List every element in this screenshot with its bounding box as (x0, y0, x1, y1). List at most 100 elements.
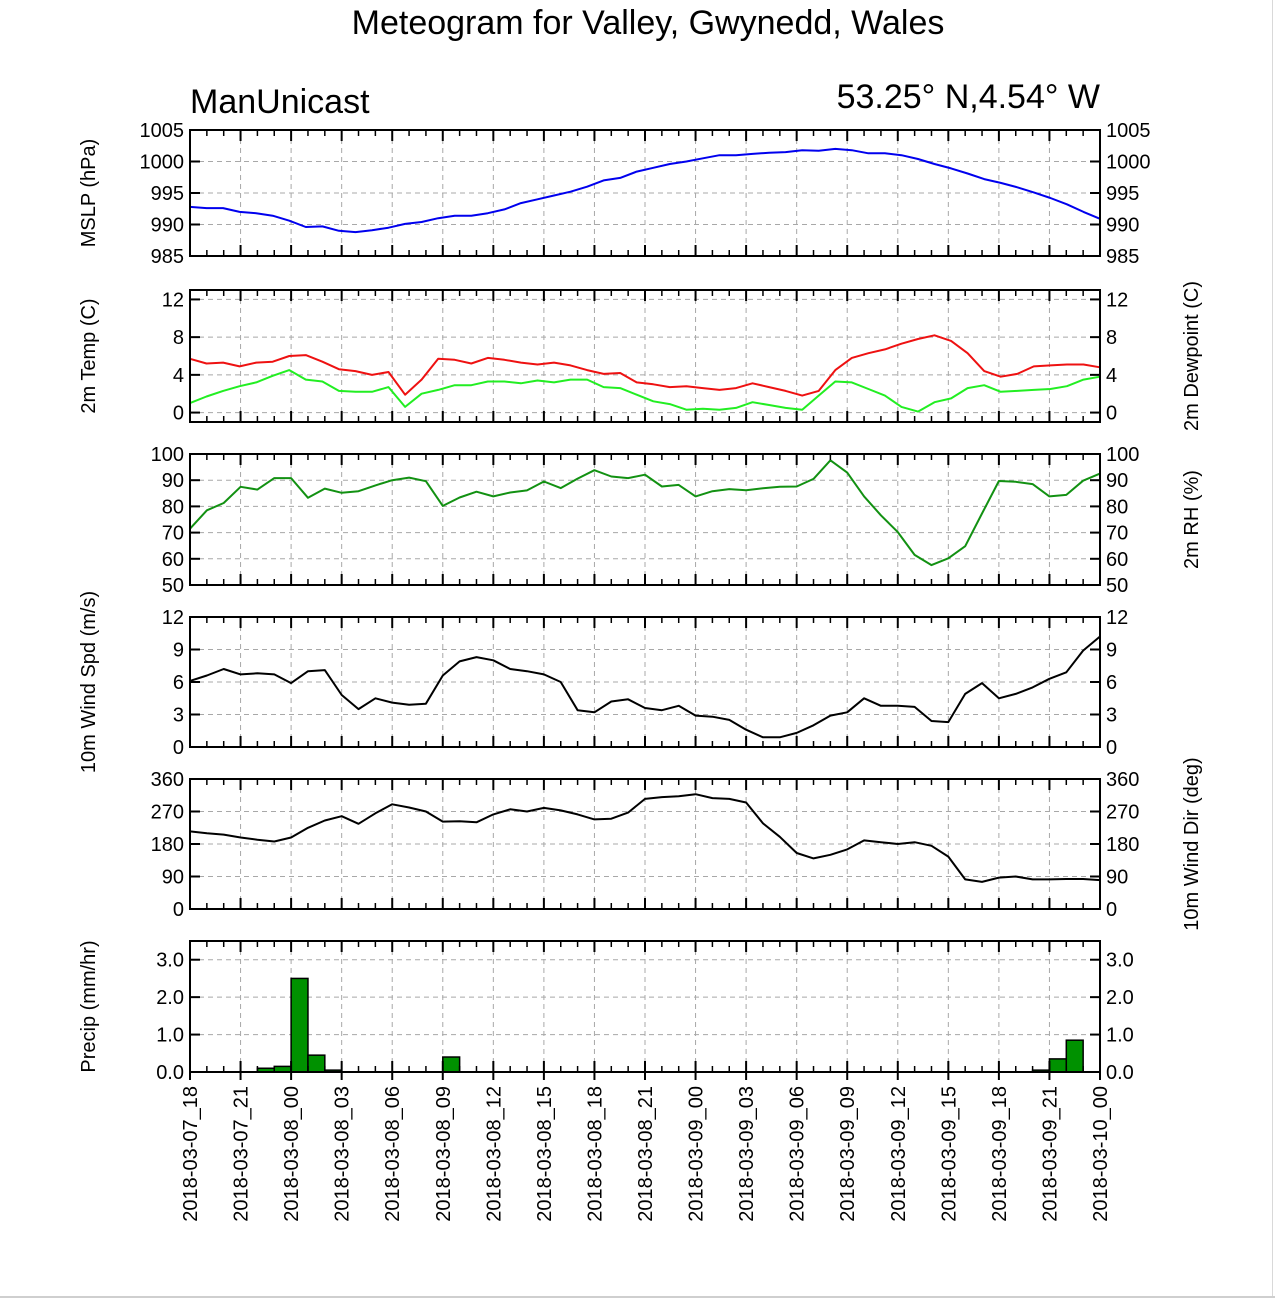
y-tick-label-left: 0 (173, 899, 184, 921)
x-tick-label: 2018-03-09_09 (837, 1086, 859, 1222)
x-tick-label: 2018-03-08_00 (281, 1086, 303, 1222)
x-tick-label: 2018-03-09_00 (686, 1086, 708, 1222)
y-tick-label-left: 12 (162, 607, 184, 629)
precip-bar (442, 1056, 461, 1073)
x-tick-label: 2018-03-08_06 (382, 1086, 404, 1222)
x-tick-label: 2018-03-08_09 (433, 1086, 455, 1222)
precip-bar (307, 1054, 326, 1073)
y-tick-label-left: 180 (151, 834, 184, 856)
y-tick-label-right: 9 (1106, 640, 1117, 662)
y-tick-label-right: 1000 (1106, 152, 1151, 174)
y-tick-label-left: 0.0 (156, 1062, 184, 1084)
y-tick-label-right: 990 (1106, 215, 1139, 237)
y-tick-label-right: 2.0 (1106, 987, 1134, 1009)
x-tick-label: 2018-03-08_15 (534, 1086, 556, 1222)
x-tick-label: 2018-03-09_12 (888, 1086, 910, 1222)
y-tick-label-right: 70 (1106, 523, 1128, 545)
x-tick-label: 2018-03-07_18 (180, 1086, 202, 1222)
location-coordinates: 53.25° N,4.54° W (837, 78, 1100, 116)
y-tick-label-left: 80 (162, 496, 184, 518)
y-tick-label-left: 100 (151, 444, 184, 466)
y-axis-label-right: 10m Wind Dir (deg) (1181, 757, 1203, 930)
y-tick-label-left: 3 (173, 705, 184, 727)
y-tick-label-right: 4 (1106, 365, 1117, 387)
y-axis-label-left: Precip (mm/hr) (78, 940, 100, 1072)
temp-dewpoint-line (189, 369, 1101, 413)
x-tick-label: 2018-03-08_12 (483, 1086, 505, 1222)
y-tick-label-right: 180 (1106, 834, 1139, 856)
panel-rh: 50 50 60 60 70 70 80 80 90 90 100 100 2m RH (%) (151, 444, 1203, 597)
y-tick-label-right: 50 (1106, 575, 1128, 597)
panel-wspd: 0 0 3 3 6 6 9 9 12 12 10m Wind Spd (m/s) (78, 591, 1128, 773)
y-tick-label-left: 360 (151, 769, 184, 791)
y-tick-label-left: 270 (151, 802, 184, 824)
x-axis: 2018-03-07_18 2018-03-07_21 2018-03-08_00 2… (180, 1072, 1112, 1222)
panel-mslp: 985 985 990 990 995 995 1000 1000 1005 1005 MSLP (… (78, 120, 1151, 268)
y-axis-label-left: 2m Temp (C) (78, 298, 100, 413)
y-tick-label-left: 995 (151, 183, 184, 205)
x-tick-label: 2018-03-08_18 (584, 1086, 606, 1222)
y-tick-label-right: 80 (1106, 496, 1128, 518)
x-tick-label: 2018-03-09_15 (938, 1086, 960, 1222)
y-tick-label-left: 2.0 (156, 987, 184, 1009)
x-tick-label: 2018-03-08_03 (332, 1086, 354, 1222)
x-tick-label: 2018-03-10_00 (1090, 1086, 1112, 1222)
y-tick-label-right: 1005 (1106, 120, 1151, 142)
wdir-wind-line (189, 793, 1101, 883)
chart-title: Meteogram for Valley, Gwynedd, Wales (352, 4, 945, 42)
y-tick-label-left: 60 (162, 549, 184, 571)
y-tick-label-right: 360 (1106, 769, 1139, 791)
mslp-mslp-line (189, 147, 1101, 234)
y-tick-label-right: 100 (1106, 444, 1139, 466)
y-tick-label-left: 3.0 (156, 950, 184, 972)
y-axis-label-left: MSLP (hPa) (78, 139, 100, 248)
right-edge-rule (1272, 0, 1273, 1296)
y-tick-label-right: 985 (1106, 246, 1139, 268)
y-tick-label-right: 0.0 (1106, 1062, 1134, 1084)
precip-bar (1065, 1039, 1084, 1073)
y-tick-label-right: 90 (1106, 470, 1128, 492)
y-tick-label-left: 0 (173, 737, 184, 759)
y-tick-label-left: 1000 (140, 152, 185, 174)
y-tick-label-right: 995 (1106, 183, 1139, 205)
y-tick-label-right: 90 (1106, 867, 1128, 889)
y-tick-label-right: 12 (1106, 289, 1128, 311)
temp-temp-line (189, 334, 1101, 397)
panel-precip: 0.0 0.0 1.0 1.0 2.0 2.0 3.0 3.0 Precip (mm/hr) (78, 940, 1134, 1084)
y-tick-label-left: 70 (162, 523, 184, 545)
y-tick-label-left: 1005 (140, 120, 185, 142)
y-tick-label-left: 1.0 (156, 1025, 184, 1047)
y-tick-label-left: 8 (173, 327, 184, 349)
y-tick-label-right: 8 (1106, 327, 1117, 349)
x-tick-label: 2018-03-07_21 (231, 1086, 253, 1222)
x-tick-label: 2018-03-08_21 (635, 1086, 657, 1222)
y-tick-label-left: 90 (162, 867, 184, 889)
y-tick-label-left: 4 (173, 365, 184, 387)
panel-temp: 0 0 4 4 8 8 12 12 2m Temp (C) 2m Dewpoint (C) (78, 281, 1203, 431)
y-axis-label-right: 2m RH (%) (1181, 470, 1203, 569)
y-tick-label-left: 985 (151, 246, 184, 268)
y-tick-label-right: 1.0 (1106, 1025, 1134, 1047)
y-tick-label-left: 6 (173, 672, 184, 694)
y-tick-label-left: 9 (173, 640, 184, 662)
model-label: ManUnicast (190, 83, 370, 121)
y-tick-label-right: 0 (1106, 899, 1117, 921)
y-tick-label-right: 12 (1106, 607, 1128, 629)
bottom-edge-rule (0, 1296, 1275, 1298)
y-tick-label-left: 90 (162, 470, 184, 492)
y-tick-label-left: 0 (173, 403, 184, 425)
y-tick-label-right: 3.0 (1106, 950, 1134, 972)
y-tick-label-left: 50 (162, 575, 184, 597)
y-tick-label-right: 3 (1106, 705, 1117, 727)
y-tick-label-right: 270 (1106, 802, 1139, 824)
y-tick-label-right: 60 (1106, 549, 1128, 571)
wspd-wind-line (189, 635, 1101, 739)
y-tick-label-right: 0 (1106, 737, 1117, 759)
precip-bar (1048, 1058, 1068, 1073)
x-tick-label: 2018-03-09_03 (736, 1086, 758, 1222)
y-tick-label-left: 990 (151, 215, 184, 237)
y-tick-label-right: 6 (1106, 672, 1117, 694)
y-axis-label-left: 10m Wind Spd (m/s) (78, 591, 100, 773)
